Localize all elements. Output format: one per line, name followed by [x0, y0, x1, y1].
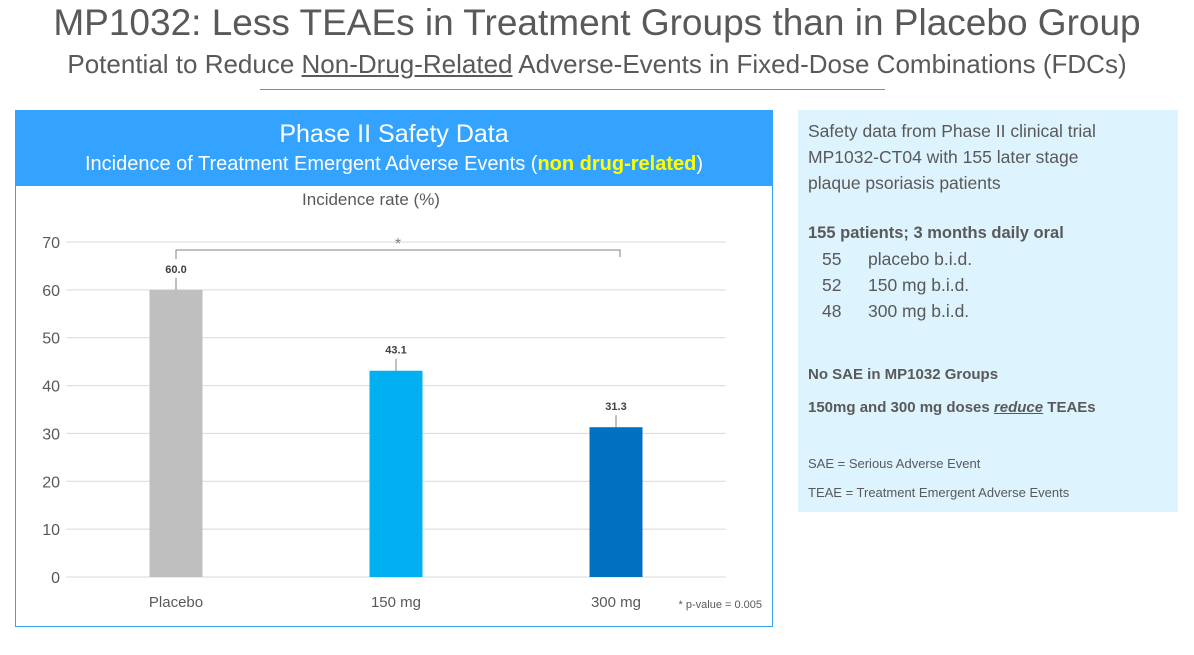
- subtitle-underlined: Non-Drug-Related: [301, 49, 513, 79]
- chart-title: Incidence rate (%): [302, 190, 440, 209]
- x-tick-label: 300 mg: [591, 594, 641, 611]
- y-tick-label: 40: [42, 379, 60, 396]
- significance-bracket: [175, 249, 621, 259]
- group-n: 52: [822, 275, 842, 295]
- group-label: 300 mg b.i.d.: [868, 301, 970, 321]
- p-value-footnote: * p-value = 0.005: [679, 599, 762, 611]
- x-tick-label: Placebo: [149, 594, 203, 611]
- chart-header-title: Phase II Safety Data: [279, 120, 509, 148]
- y-tick-label: 60: [42, 283, 60, 300]
- bar-150mg: [369, 370, 423, 577]
- header-text: ): [696, 153, 703, 175]
- intro-line: Safety data from Phase II clinical trial: [808, 121, 1096, 141]
- data-label: 43.1: [385, 345, 406, 357]
- group-row: 48 300 mg b.i.d.: [808, 298, 1168, 324]
- header-highlight: non drug-related: [537, 153, 697, 175]
- finding-sae: No SAE in MP1032 Groups: [808, 366, 999, 383]
- y-tick-label: 0: [51, 570, 60, 587]
- group-row: 55 placebo b.i.d.: [808, 246, 1168, 272]
- subtitle-part: Adverse-Events in Fixed-Dose Combination…: [512, 49, 1127, 79]
- abbr-sae: SAE = Serious Adverse Event: [808, 456, 981, 471]
- finding-emphasis: reduce: [993, 399, 1044, 416]
- group-row: 52 150 mg b.i.d.: [808, 272, 1168, 298]
- intro-line: plaque psoriasis patients: [808, 173, 1001, 193]
- chart-header-subtitle: Incidence of Treatment Emergent Adverse …: [16, 153, 772, 176]
- y-tick-label: 30: [42, 426, 60, 443]
- bar-chart: Incidence rate (%) 0 10 20 30 40 50 60 70 60.0 Pla…: [42, 190, 762, 611]
- bar-300mg: [589, 427, 643, 577]
- abbr-teae: TEAE = Treatment Emergent Adverse Events: [808, 485, 1070, 500]
- study-design: 155 patients; 3 months daily oral: [808, 224, 1064, 242]
- intro-line: MP1032-CT04 with 155 later stage: [808, 147, 1079, 167]
- y-tick-label: 70: [42, 235, 60, 252]
- group-n: 55: [822, 249, 842, 269]
- bar-placebo: [149, 289, 203, 577]
- group-label: placebo b.i.d.: [868, 249, 973, 269]
- header-text: Incidence of Treatment Emergent Adverse …: [84, 153, 538, 175]
- significance-marker: *: [395, 236, 401, 253]
- x-tick-label: 150 mg: [371, 594, 421, 611]
- chart-panel: Phase II Safety Data Incidence of Treatm…: [15, 110, 773, 627]
- subtitle-part: Potential to Reduce: [67, 49, 302, 79]
- y-tick-label: 50: [42, 331, 60, 348]
- y-tick-label: 20: [42, 474, 60, 491]
- group-n: 48: [822, 301, 842, 321]
- data-label: 31.3: [605, 401, 626, 413]
- slide-title: MP1032: Less TEAEs in Treatment Groups t…: [53, 2, 1141, 43]
- data-label: 60.0: [165, 264, 186, 276]
- finding-teae: 150mg and 300 mg doses reduce TEAEs: [808, 395, 1168, 421]
- info-panel: Safety data from Phase II clinical trial…: [798, 110, 1178, 512]
- finding-text: TEAEs: [1043, 399, 1096, 416]
- slide-subtitle: Potential to Reduce Non-Drug-Related Adv…: [0, 49, 1194, 80]
- y-tick-label: 10: [42, 522, 60, 539]
- finding-text: 150mg and 300 mg doses: [808, 399, 994, 416]
- title-divider: [260, 89, 885, 90]
- chart-header: Phase II Safety Data Incidence of Treatm…: [16, 111, 772, 186]
- group-label: 150 mg b.i.d.: [868, 275, 970, 295]
